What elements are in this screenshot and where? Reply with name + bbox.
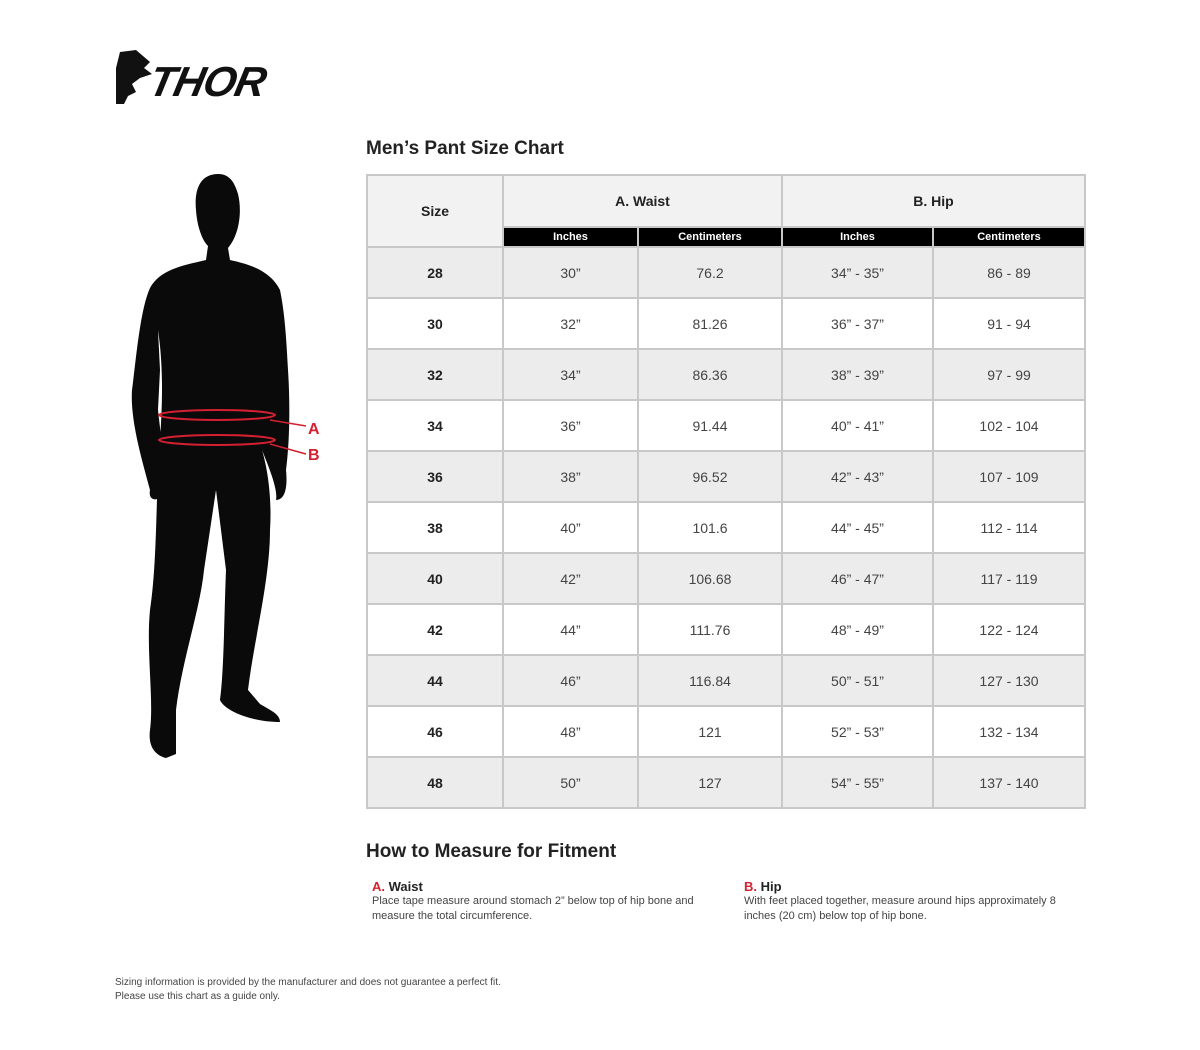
label-a: A [308, 421, 320, 438]
size-cell: 32 [366, 348, 504, 401]
waist-cm-cell: 81.26 [637, 297, 783, 350]
hip-inches-cell: 44” - 45” [781, 501, 934, 554]
helmet-icon [116, 50, 152, 104]
size-cell: 36 [366, 450, 504, 503]
waist-letter: A. [372, 879, 385, 894]
hip-text: With feet placed together, measure aroun… [744, 895, 1056, 922]
waist-inches-header: Inches [502, 226, 639, 248]
table-row: 32 34” 86.36 38” - 39” 97 - 99 [366, 348, 1087, 401]
waist-inches-cell: 36” [502, 399, 639, 452]
hip-inches-cell: 46” - 47” [781, 552, 934, 605]
waist-inches-cell: 30” [502, 246, 639, 299]
size-cell: 40 [366, 552, 504, 605]
waist-text: Place tape measure around stomach 2” bel… [372, 895, 694, 922]
waist-cm-cell: 91.44 [637, 399, 783, 452]
waist-inches-cell: 40” [502, 501, 639, 554]
table-row: 38 40” 101.6 44” - 45” 112 - 114 [366, 501, 1087, 554]
hip-inches-cell: 36” - 37” [781, 297, 934, 350]
hip-inches-cell: 54” - 55” [781, 756, 934, 809]
hip-cm-cell: 86 - 89 [931, 246, 1087, 299]
size-cell: 38 [366, 501, 504, 554]
logo-wordmark: THOR [145, 58, 271, 105]
waist-inches-cell: 46” [502, 654, 639, 707]
hip-cm-cell: 127 - 130 [931, 654, 1087, 707]
waist-inches-cell: 38” [502, 450, 639, 503]
size-cell: 28 [366, 246, 504, 299]
table-row: 36 38” 96.52 42” - 43” 107 - 109 [366, 450, 1087, 503]
disclaimer-line-2: Please use this chart as a guide only. [115, 991, 280, 1002]
hip-inches-cell: 50” - 51” [781, 654, 934, 707]
measure-title: How to Measure for Fitment [366, 841, 617, 862]
waist-inches-cell: 50” [502, 756, 639, 809]
table-row: 42 44” 111.76 48” - 49” 122 - 124 [366, 603, 1087, 656]
hip-inches-cell: 34” - 35” [781, 246, 934, 299]
table-row: 48 50” 127 54” - 55” 137 - 140 [366, 756, 1087, 809]
label-b: B [308, 447, 320, 464]
waist-cm-cell: 101.6 [637, 501, 783, 554]
waist-cm-cell: 86.36 [637, 348, 783, 401]
disclaimer-line-1: Sizing information is provided by the ma… [115, 977, 501, 988]
waist-cm-cell: 76.2 [637, 246, 783, 299]
hip-name: Hip [760, 879, 782, 894]
hip-cm-cell: 132 - 134 [931, 705, 1087, 758]
waist-cm-cell: 96.52 [637, 450, 783, 503]
hip-cm-cell: 102 - 104 [931, 399, 1087, 452]
waist-inches-cell: 32” [502, 297, 639, 350]
hip-cm-cell: 117 - 119 [931, 552, 1087, 605]
waist-cm-cell: 116.84 [637, 654, 783, 707]
size-cell: 30 [366, 297, 504, 350]
waist-inches-cell: 44” [502, 603, 639, 656]
waist-header: A. Waist [502, 174, 783, 228]
hip-inches-cell: 38” - 39” [781, 348, 934, 401]
disclaimer: Sizing information is provided by the ma… [115, 976, 501, 1004]
size-cell: 48 [366, 756, 504, 809]
table-row: 44 46” 116.84 50” - 51” 127 - 130 [366, 654, 1087, 707]
hip-cm-cell: 107 - 109 [931, 450, 1087, 503]
hip-inches-cell: 40” - 41” [781, 399, 934, 452]
chart-title: Men’s Pant Size Chart [366, 138, 564, 159]
hip-inches-cell: 52” - 53” [781, 705, 934, 758]
waist-cm-cell: 127 [637, 756, 783, 809]
size-cell: 46 [366, 705, 504, 758]
size-cell: 44 [366, 654, 504, 707]
hip-inches-cell: 48” - 49” [781, 603, 934, 656]
table-row: 28 30” 76.2 34” - 35” 86 - 89 [366, 246, 1087, 299]
hip-cm-cell: 137 - 140 [931, 756, 1087, 809]
table-row: 34 36” 91.44 40” - 41” 102 - 104 [366, 399, 1087, 452]
body-silhouette: A B [131, 174, 320, 758]
hip-cm-header: Centimeters [931, 226, 1087, 248]
hip-cm-cell: 97 - 99 [931, 348, 1087, 401]
waist-inches-cell: 42” [502, 552, 639, 605]
hip-cm-cell: 91 - 94 [931, 297, 1087, 350]
waist-cm-header: Centimeters [637, 226, 783, 248]
hip-line [158, 434, 276, 446]
size-table: Size A. Waist B. Hip Inches Centimeters … [366, 174, 1087, 809]
waist-line [158, 409, 276, 421]
size-header: Size [366, 174, 504, 248]
waist-cm-cell: 121 [637, 705, 783, 758]
measure-waist: A. Waist Place tape measure around stoma… [372, 879, 702, 924]
hip-inches-cell: 42” - 43” [781, 450, 934, 503]
thor-logo: THOR [114, 48, 289, 108]
size-cell: 42 [366, 603, 504, 656]
waist-cm-cell: 111.76 [637, 603, 783, 656]
waist-inches-cell: 48” [502, 705, 639, 758]
table-row: 40 42” 106.68 46” - 47” 117 - 119 [366, 552, 1087, 605]
size-cell: 34 [366, 399, 504, 452]
hip-inches-header: Inches [781, 226, 934, 248]
measure-hip: B. Hip With feet placed together, measur… [744, 879, 1074, 924]
hip-cm-cell: 112 - 114 [931, 501, 1087, 554]
table-row: 30 32” 81.26 36” - 37” 91 - 94 [366, 297, 1087, 350]
waist-inches-cell: 34” [502, 348, 639, 401]
hip-cm-cell: 122 - 124 [931, 603, 1087, 656]
hip-letter: B. [744, 879, 757, 894]
waist-name: Waist [388, 879, 423, 894]
waist-cm-cell: 106.68 [637, 552, 783, 605]
table-row: 46 48” 121 52” - 53” 132 - 134 [366, 705, 1087, 758]
hip-header: B. Hip [780, 174, 1087, 228]
